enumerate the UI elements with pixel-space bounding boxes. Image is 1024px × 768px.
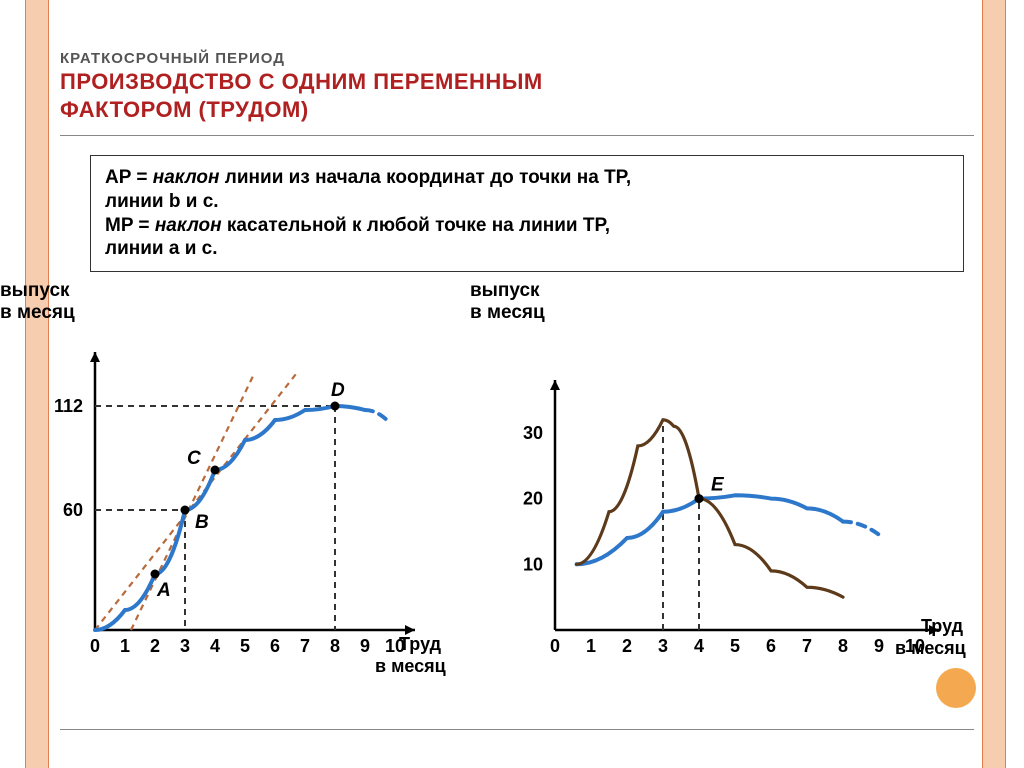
svg-text:60: 60 [63,500,83,520]
definition-box: AP = наклон линии из начала координат до… [90,155,964,272]
ap-label: AP = [105,167,153,188]
title-line2: ФАКТОРОМ (ТРУДОМ) [60,97,974,123]
svg-text:D: D [331,380,345,401]
svg-text:0: 0 [550,636,560,656]
subtitle: КРАТКОСРОЧНЫЙ ПЕРИОД [60,50,974,67]
ap-text2: линии b и c. [105,191,219,212]
svg-text:C: C [187,448,201,469]
svg-text:9: 9 [874,636,884,656]
svg-text:E: E [711,475,725,496]
svg-text:1: 1 [586,636,596,656]
svg-text:8: 8 [838,636,848,656]
svg-text:6: 6 [270,636,280,656]
svg-text:в месяц: в месяц [895,638,966,658]
decor-circle [936,668,976,708]
svg-text:4: 4 [210,636,220,656]
svg-text:4: 4 [694,636,704,656]
svg-text:1: 1 [120,636,130,656]
hr-top [60,135,974,136]
svg-text:7: 7 [300,636,310,656]
mp-emph: наклон [155,215,222,236]
svg-text:2: 2 [150,636,160,656]
svg-text:8: 8 [330,636,340,656]
svg-text:2: 2 [622,636,632,656]
ap-text: линии из начала координат до точки на TP… [220,167,632,188]
svg-text:30: 30 [523,423,543,443]
svg-text:в месяц: в месяц [375,656,446,676]
svg-text:5: 5 [240,636,250,656]
mp-label: MP = [105,215,155,236]
svg-text:0: 0 [90,636,100,656]
charts-container: 01234567891060112ABCDТрудв месяц 0123456… [0,310,1024,710]
chart-left: 01234567891060112ABCDТрудв месяц [0,310,470,690]
svg-text:Труд: Труд [399,634,442,654]
chart-right: 012345678910102030EТрудв месяц [470,310,1010,690]
header-block: КРАТКОСРОЧНЫЙ ПЕРИОД ПРОИЗВОДСТВО С ОДНИ… [60,50,974,123]
ap-emph: наклон [153,167,220,188]
mp-text2: линии a и c. [105,238,218,259]
svg-text:Труд: Труд [921,616,964,636]
svg-text:A: A [156,580,171,601]
title-line1: ПРОИЗВОДСТВО С ОДНИМ ПЕРЕМЕННЫМ [60,69,974,95]
svg-text:B: B [195,512,209,533]
svg-text:3: 3 [658,636,668,656]
mp-text: касательной к любой точке на линии TP, [222,215,610,236]
svg-text:112: 112 [54,396,83,416]
svg-text:6: 6 [766,636,776,656]
svg-text:10: 10 [523,554,543,574]
hr-bottom [60,729,974,730]
svg-text:20: 20 [523,489,543,509]
svg-text:9: 9 [360,636,370,656]
svg-text:3: 3 [180,636,190,656]
svg-text:7: 7 [802,636,812,656]
svg-text:5: 5 [730,636,740,656]
